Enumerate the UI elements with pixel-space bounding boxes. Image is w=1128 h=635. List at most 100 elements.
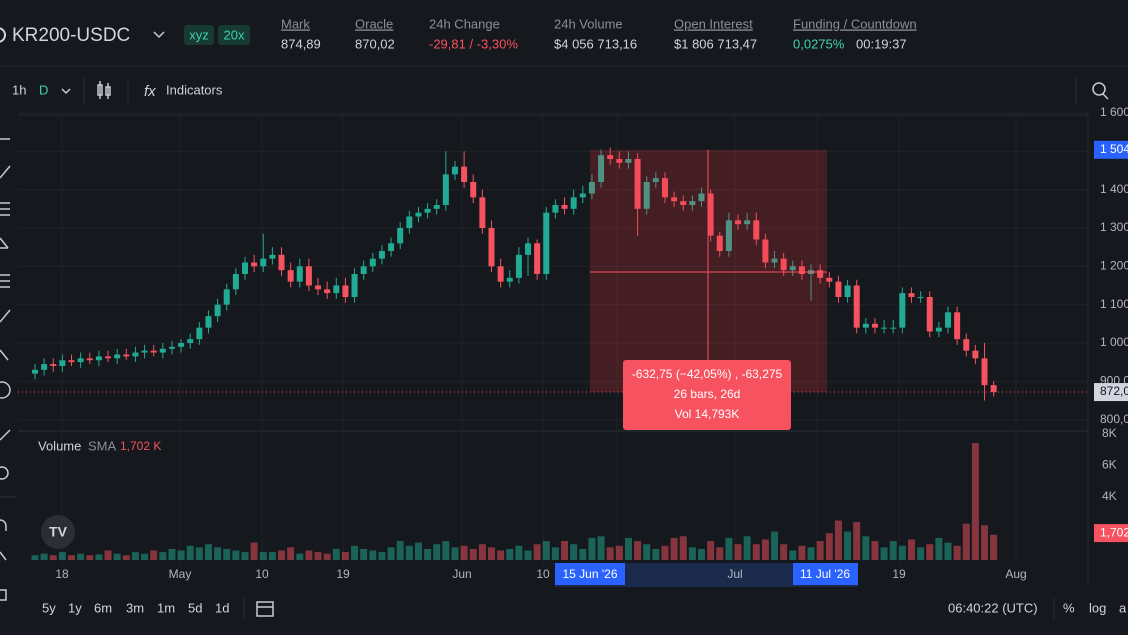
volume-bar <box>177 550 185 560</box>
candle-body <box>926 296 933 332</box>
time-axis: 18 May 10 19 Jun 10 Jul 19 Aug 15 Jun '2… <box>55 563 1027 585</box>
tool[interactable] <box>0 466 9 480</box>
measure-bars: 26 bars, 26d <box>674 387 741 401</box>
range-button[interactable]: 1m <box>157 600 175 615</box>
candle-body <box>871 323 878 328</box>
search-button[interactable] <box>1092 82 1109 100</box>
log-toggle[interactable]: log <box>1089 600 1106 615</box>
tool[interactable] <box>0 349 9 361</box>
volume-bar <box>113 553 121 560</box>
volume-bar <box>305 550 313 560</box>
volume-bar <box>981 525 989 560</box>
range-button[interactable]: 5d <box>188 600 202 615</box>
volume-tick-label: 8K <box>1102 426 1117 440</box>
candle-body <box>771 258 778 263</box>
volume-bar <box>424 548 432 560</box>
percent-toggle[interactable]: % <box>1063 600 1075 615</box>
volume-bar <box>488 547 495 560</box>
stat-label: 24h Volume <box>554 16 623 31</box>
volume-bar <box>168 548 176 560</box>
candle-body <box>506 277 513 282</box>
volume-bar <box>570 544 578 560</box>
x-tick-label: Aug <box>1005 567 1026 581</box>
candle-body <box>680 201 687 205</box>
tool[interactable] <box>0 309 11 323</box>
candle-body <box>963 339 970 351</box>
volume-bar <box>122 555 130 560</box>
range-button[interactable]: 1y <box>68 600 82 615</box>
volume-bar <box>204 544 212 560</box>
volume-bar <box>661 545 669 560</box>
date-range-button[interactable] <box>256 601 274 617</box>
candle-body <box>223 289 230 305</box>
candle-body <box>716 235 723 251</box>
drawing-tools <box>0 138 16 601</box>
date-marker: 15 Jun '26 <box>562 567 617 581</box>
tool[interactable] <box>0 519 7 531</box>
fx-icon[interactable]: fx <box>144 83 156 100</box>
candle-body <box>570 197 577 209</box>
volume-bar <box>396 541 404 560</box>
volume-bar <box>624 537 632 560</box>
volume-bar <box>725 537 733 560</box>
range-button[interactable]: 6m <box>94 600 112 615</box>
tool[interactable] <box>0 381 11 399</box>
interval[interactable]: D <box>39 82 48 97</box>
indicators-button[interactable]: Indicators <box>166 82 223 97</box>
stat-label: Mark <box>281 16 310 31</box>
volume-bar <box>880 547 888 560</box>
stat-value: 0,0275% <box>793 36 845 51</box>
volume-bar <box>926 544 934 560</box>
candle-body <box>899 293 906 328</box>
volume-bar <box>323 553 331 560</box>
y-tick-label: 1 100 <box>1100 297 1128 311</box>
symbol-dropdown[interactable] <box>153 31 165 39</box>
volume-bar <box>159 552 167 560</box>
tool[interactable] <box>0 274 10 288</box>
candle-body <box>981 358 988 386</box>
range-button[interactable]: 1d <box>215 600 229 615</box>
volume-bar <box>296 553 304 560</box>
symbol[interactable]: KR200-USDC <box>12 25 130 46</box>
candle-body <box>634 158 641 209</box>
tool[interactable] <box>0 237 9 249</box>
candle-body <box>707 193 714 236</box>
volume-bar <box>953 545 961 560</box>
tool[interactable] <box>0 202 10 216</box>
candle-body <box>59 360 66 366</box>
x-tick-label: 10 <box>536 567 550 581</box>
range-button[interactable]: 5y <box>42 600 56 615</box>
interval[interactable]: 1h <box>12 82 26 97</box>
volume-marker-bg <box>1094 524 1128 543</box>
volume-bar <box>780 544 788 560</box>
volume-bar <box>369 550 377 560</box>
candle-body <box>342 285 349 297</box>
volume-bar <box>351 545 359 560</box>
chart-type-button[interactable] <box>97 81 111 99</box>
volume-bar <box>104 550 112 560</box>
auto-toggle[interactable]: a <box>1119 600 1127 615</box>
volume-bar <box>652 548 660 560</box>
candle-body <box>689 201 696 205</box>
candle-body <box>287 270 294 282</box>
overlay: -632,75 (−42,05%) , -63,275 26 bars, 26d V… <box>18 140 1128 543</box>
tool[interactable] <box>0 165 11 179</box>
interval-dropdown[interactable] <box>61 88 71 95</box>
range-button[interactable]: 3m <box>126 600 144 615</box>
x-tick-label: May <box>169 567 192 581</box>
candle-body <box>534 243 541 274</box>
tool[interactable] <box>0 429 11 441</box>
badge-bg <box>184 25 214 45</box>
candle-body <box>451 166 458 175</box>
volume-bar <box>679 536 687 560</box>
measure-change: -632,75 (−42,05%) , -63,275 <box>632 367 783 381</box>
candle-body <box>132 352 139 357</box>
tool[interactable] <box>0 551 7 561</box>
volume-bar <box>442 541 450 560</box>
tool[interactable] <box>0 589 7 601</box>
candle-body <box>241 262 248 274</box>
volume-bar <box>278 550 286 560</box>
candle-body <box>50 364 57 366</box>
volume-bar <box>378 552 386 560</box>
stat-label: Oracle <box>355 16 393 31</box>
